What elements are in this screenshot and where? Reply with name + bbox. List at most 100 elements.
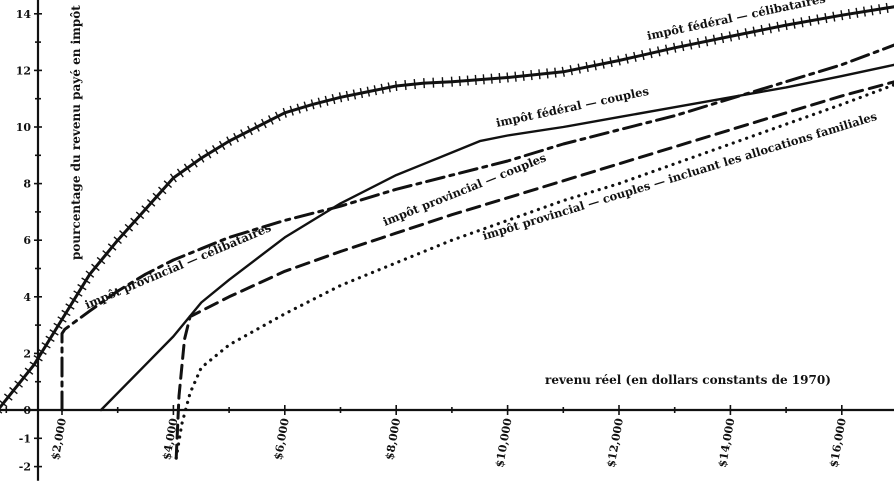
hatch-mark bbox=[466, 75, 469, 86]
hatch-mark bbox=[183, 163, 191, 173]
hatch-mark bbox=[878, 4, 882, 15]
hatch-mark bbox=[57, 316, 67, 323]
hatch-mark bbox=[324, 95, 329, 106]
y-tick-label: 10 bbox=[16, 121, 32, 134]
hatch-mark bbox=[45, 335, 55, 343]
hatch-mark bbox=[862, 6, 866, 17]
hatch-mark bbox=[816, 14, 820, 25]
hatch-mark bbox=[784, 20, 788, 31]
hatch-mark bbox=[696, 37, 701, 48]
hatch-mark bbox=[870, 5, 874, 16]
hatch-mark bbox=[169, 173, 177, 183]
hatch-mark bbox=[366, 86, 371, 97]
hatch-mark bbox=[261, 118, 267, 129]
series-layer bbox=[0, 2, 894, 460]
hatch-mark bbox=[85, 270, 95, 278]
hatch-mark bbox=[458, 76, 461, 87]
hatch-mark bbox=[593, 60, 597, 71]
hatch-mark bbox=[359, 88, 364, 99]
x-tick-label: $8,000 bbox=[383, 417, 403, 461]
hatch-mark bbox=[885, 2, 889, 13]
hatch-mark bbox=[649, 48, 653, 59]
hatch-mark bbox=[130, 217, 139, 226]
hatch-mark bbox=[303, 101, 308, 112]
hatch-mark bbox=[712, 34, 717, 45]
hatch-mark bbox=[158, 186, 167, 195]
hatch-mark bbox=[538, 69, 541, 80]
hatch-mark bbox=[113, 236, 122, 245]
hatch-mark bbox=[404, 79, 407, 91]
series-label-provincial-singles: impôt provincial — célibataires bbox=[83, 220, 273, 311]
hatch-mark bbox=[633, 51, 637, 62]
x-tick-label: $16,000 bbox=[827, 417, 849, 469]
hatch-mark bbox=[247, 125, 253, 136]
hatch-mark bbox=[152, 192, 161, 201]
hatch-mark bbox=[296, 103, 301, 114]
hatch-mark bbox=[490, 73, 493, 84]
hatch-mark bbox=[102, 250, 111, 258]
hatch-mark bbox=[720, 33, 725, 44]
hatch-mark bbox=[423, 78, 426, 89]
hatch-mark bbox=[625, 53, 629, 64]
hatch-mark bbox=[522, 70, 525, 81]
series-line-provincial-couples-family-allowances bbox=[174, 83, 894, 460]
hatch-mark bbox=[198, 153, 205, 163]
x-tick-label: $10,000 bbox=[493, 417, 515, 469]
y-tick-label: 0 bbox=[23, 404, 31, 417]
series-line-provincial-singles bbox=[60, 43, 894, 412]
y-tick-label: -2 bbox=[19, 461, 31, 474]
hatch-mark bbox=[65, 303, 75, 310]
hatch-mark bbox=[808, 15, 812, 26]
hatch-mark bbox=[855, 7, 859, 18]
hatch-mark bbox=[561, 66, 565, 77]
x-axis-title: revenu réel (en dollars constants de 197… bbox=[545, 373, 831, 387]
hatch-mark bbox=[69, 296, 79, 304]
hatch-mark bbox=[585, 61, 589, 73]
hatch-mark bbox=[146, 198, 156, 207]
y-tick-label: -1 bbox=[19, 432, 31, 445]
hatch-mark bbox=[432, 77, 435, 88]
series-line-provincial-couples bbox=[174, 80, 894, 460]
hatch-mark bbox=[135, 211, 145, 220]
hatch-mark bbox=[514, 71, 517, 82]
hatch-mark bbox=[211, 145, 219, 155]
hatch-mark bbox=[338, 92, 343, 103]
hatch-mark bbox=[19, 373, 29, 382]
hatch-mark bbox=[274, 111, 281, 122]
hatch-mark bbox=[3, 393, 13, 401]
hatch-mark bbox=[688, 39, 693, 50]
hatch-mark bbox=[824, 12, 828, 24]
hatch-mark bbox=[317, 97, 322, 108]
hatch-mark bbox=[498, 73, 501, 84]
hatch-mark bbox=[141, 205, 150, 213]
hatch-mark bbox=[387, 82, 391, 93]
y-tick-label: 6 bbox=[23, 234, 31, 247]
hatch-mark bbox=[41, 342, 51, 349]
hatch-mark bbox=[61, 309, 71, 317]
series-label-federal-couples: impôt fédéral — couples bbox=[495, 84, 650, 130]
hatch-mark bbox=[482, 74, 485, 85]
hatch-mark bbox=[554, 67, 557, 78]
series-line-federal-singles bbox=[0, 5, 894, 410]
y-tick-label: 8 bbox=[23, 178, 31, 191]
hatch-mark bbox=[352, 89, 357, 100]
x-tick-label: $2,000 bbox=[49, 417, 69, 461]
x-tick-label: $6,000 bbox=[272, 417, 292, 461]
hatch-mark bbox=[792, 18, 796, 29]
x-tick-label: $14,000 bbox=[716, 417, 738, 469]
hatch-mark bbox=[310, 99, 315, 110]
hatch-mark bbox=[96, 256, 106, 265]
hatch-mark bbox=[24, 367, 34, 375]
hatch-mark bbox=[840, 10, 844, 21]
series-hatch-marks bbox=[0, 2, 889, 414]
hatch-mark bbox=[267, 115, 274, 125]
hatch-mark bbox=[768, 23, 772, 34]
hatch-mark bbox=[728, 31, 733, 42]
hatch-mark bbox=[29, 361, 39, 368]
hatch-mark bbox=[380, 83, 384, 94]
hatch-mark bbox=[163, 180, 173, 189]
hatch-mark bbox=[240, 129, 246, 139]
y-axis-title: pourcentage du revenu payé en impôt bbox=[69, 5, 83, 260]
hatch-mark bbox=[664, 44, 669, 55]
